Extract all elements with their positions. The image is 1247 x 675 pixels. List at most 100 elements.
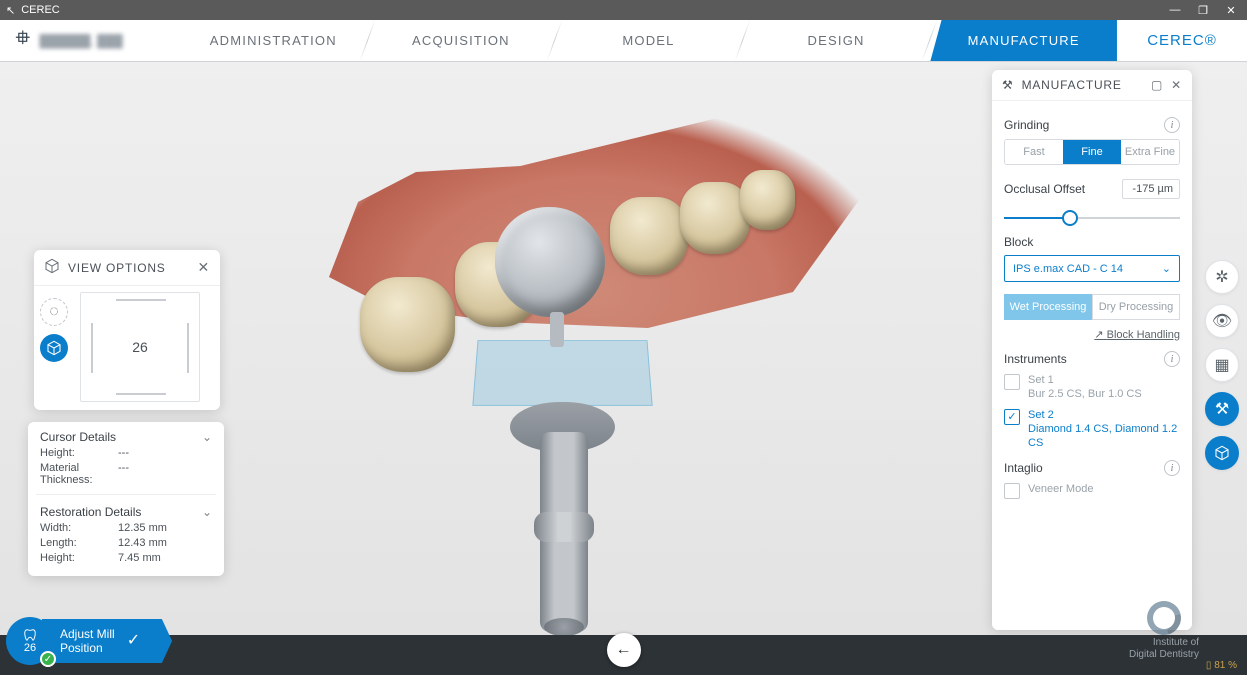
restoration-crown[interactable] (495, 207, 605, 317)
restoration-details-header[interactable]: Restoration Details⌄ (40, 505, 212, 519)
app-title: CEREC (21, 4, 60, 16)
info-icon[interactable]: i (1164, 117, 1180, 133)
tooth-mesh (360, 277, 455, 372)
app-cursor-icon: ↖ (6, 4, 15, 17)
tab-acquisition[interactable]: ACQUISITION (368, 20, 555, 61)
tab-manufacture[interactable]: MANUFACTURE (930, 20, 1117, 61)
watermark-text: Digital Dentistry (1129, 649, 1199, 661)
grinding-segmented: Fast Fine Extra Fine (1004, 139, 1180, 165)
battery-status: ▯ 81 % (1206, 660, 1237, 671)
grinding-fast-button[interactable]: Fast (1005, 140, 1063, 164)
tool-visibility-eye-icon[interactable]: 👁 (1205, 304, 1239, 338)
grinding-fine-button[interactable]: Fine (1063, 140, 1121, 164)
instruments-label: Instruments (1004, 352, 1067, 366)
tool-image-icon[interactable]: ▦ (1205, 348, 1239, 382)
dry-processing-button[interactable]: Dry Processing (1092, 294, 1180, 320)
block-select[interactable]: IPS e.max CAD - C 14 ⌄ (1004, 255, 1180, 282)
grinding-extrafine-button[interactable]: Extra Fine (1121, 140, 1179, 164)
manufacture-panel-title: MANUFACTURE (1022, 78, 1122, 92)
window-minimize-button[interactable]: — (1165, 4, 1185, 17)
window-maximize-button[interactable]: ❐ (1193, 4, 1213, 17)
view-options-panel: VIEW OPTIONS ✕ ◌ 26 (34, 250, 220, 410)
tab-model[interactable]: MODEL (555, 20, 742, 61)
window-close-button[interactable]: ✕ (1221, 4, 1241, 17)
instrument-set-1[interactable]: Set 1Bur 2.5 CS, Bur 1.0 CS (1004, 373, 1180, 402)
cursor-details-header[interactable]: Cursor Details⌄ (40, 430, 212, 444)
checkbox-checked-icon[interactable]: ✓ (1004, 409, 1020, 425)
mill-shaft (540, 432, 588, 632)
chevron-down-icon: ⌄ (202, 505, 212, 519)
checkbox-icon[interactable] (1004, 483, 1020, 499)
viewport-3d[interactable]: VIEW OPTIONS ✕ ◌ 26 Cursor Details⌄ Heig… (0, 62, 1247, 675)
close-icon[interactable]: ✕ (197, 259, 210, 276)
info-icon[interactable]: i (1164, 460, 1180, 476)
chevron-down-icon: ⌄ (202, 430, 212, 444)
step-label[interactable]: Adjust Mill Position ✓ (42, 619, 172, 664)
instrument-set-2-title: Set 2 (1028, 408, 1180, 422)
occlusal-offset-label: Occlusal Offset (1004, 182, 1085, 196)
manufacture-panel: ⚒ MANUFACTURE ▢ ✕ Grinding i Fast Fine E… (992, 70, 1192, 630)
external-link-icon: ↗ (1094, 329, 1103, 341)
tool-block-cube-icon[interactable] (1205, 436, 1239, 470)
veneer-mode-row[interactable]: Veneer Mode (1004, 482, 1180, 499)
tooth-mesh (740, 170, 795, 230)
view-options-title: VIEW OPTIONS (68, 261, 166, 275)
brand-logo-icon: ⯐ (16, 26, 30, 56)
right-tool-rail: ✲ 👁 ▦ ⚒ (1205, 260, 1239, 470)
step-tooth-badge[interactable]: 26 ✓ (6, 617, 54, 665)
block-handling-link[interactable]: Block Handling (1107, 329, 1180, 341)
rest-width-value: 12.35 mm (118, 522, 167, 534)
milling-block-preview[interactable] (472, 340, 652, 406)
workflow-step-chip[interactable]: 26 ✓ Adjust Mill Position ✓ (6, 617, 172, 665)
watermark-logo-icon (1141, 595, 1187, 641)
step-tooth-number: 26 (24, 642, 36, 654)
cursor-material-value: --- (118, 462, 129, 486)
step-label-line1: Adjust Mill (60, 627, 115, 641)
step-label-line2: Position (60, 641, 115, 655)
cube-icon (44, 258, 60, 277)
sprue (550, 312, 564, 347)
view-cube-face[interactable]: 26 (119, 326, 161, 368)
panel-popout-icon[interactable]: ▢ (1151, 78, 1163, 92)
grinding-label: Grinding (1004, 118, 1049, 132)
details-panel: Cursor Details⌄ Height:--- Material Thic… (28, 422, 224, 576)
cursor-height-value: --- (118, 447, 129, 459)
brand-label: CEREC® (1117, 20, 1247, 61)
tool-manufacture-icon[interactable]: ⚒ (1205, 392, 1239, 426)
instrument-set-2-detail: Diamond 1.4 CS, Diamond 1.2 CS (1028, 422, 1180, 451)
occlusal-offset-slider[interactable] (1004, 209, 1180, 227)
checkbox-icon[interactable] (1004, 374, 1020, 390)
tooth-icon (21, 628, 39, 642)
rest-length-label: Length: (40, 537, 118, 549)
view-mode-wireframe-button[interactable]: ◌ (40, 298, 68, 326)
check-icon: ✓ (127, 631, 140, 650)
back-button[interactable]: ← (607, 633, 641, 667)
tool-settings-gear-icon[interactable]: ✲ (1205, 260, 1239, 294)
chevron-down-icon: ⌄ (1162, 262, 1171, 275)
cursor-material-label: Material Thickness: (40, 462, 118, 486)
info-icon[interactable]: i (1164, 351, 1180, 367)
cursor-height-label: Height: (40, 447, 118, 459)
wet-processing-button[interactable]: Wet Processing (1004, 294, 1092, 320)
dental-scan-3d[interactable] (300, 102, 920, 642)
occlusal-offset-value[interactable]: -175 µm (1122, 179, 1180, 199)
tab-design[interactable]: DESIGN (743, 20, 930, 61)
rest-height-value: 7.45 mm (118, 552, 161, 564)
watermark-text: Institute of (1129, 637, 1199, 649)
close-icon[interactable]: ✕ (1171, 78, 1182, 92)
intaglio-label: Intaglio (1004, 461, 1043, 475)
view-cube[interactable]: 26 (80, 292, 200, 402)
slider-thumb[interactable] (1062, 210, 1078, 226)
window-titlebar: ↖ CEREC — ❐ ✕ (0, 0, 1247, 20)
block-selected-value: IPS e.max CAD - C 14 (1013, 263, 1123, 275)
manufacture-icon: ⚒ (1002, 78, 1014, 92)
instrument-set-1-detail: Bur 2.5 CS, Bur 1.0 CS (1028, 387, 1142, 401)
patient-name: ██████, ███ (40, 34, 123, 48)
rest-length-value: 12.43 mm (118, 537, 167, 549)
veneer-mode-label: Veneer Mode (1028, 482, 1093, 496)
view-mode-solid-button[interactable] (40, 334, 68, 362)
instrument-set-2[interactable]: ✓ Set 2Diamond 1.4 CS, Diamond 1.2 CS (1004, 408, 1180, 451)
instrument-set-1-title: Set 1 (1028, 373, 1142, 387)
rest-width-label: Width: (40, 522, 118, 534)
tab-administration[interactable]: ADMINISTRATION (180, 20, 367, 61)
